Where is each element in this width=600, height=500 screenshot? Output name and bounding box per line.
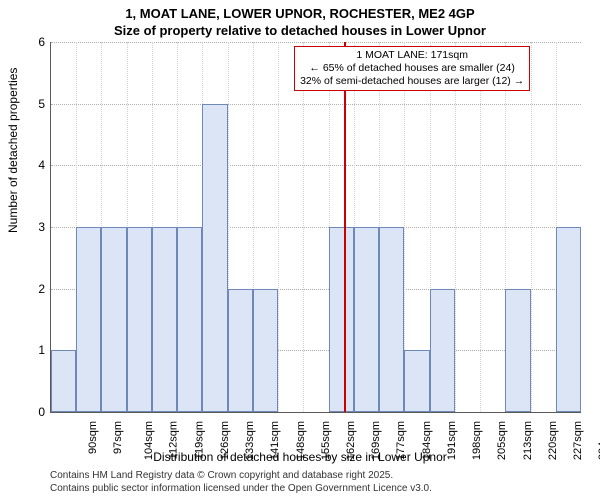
annotation-line: 1 MOAT LANE: 171sqm <box>300 49 524 62</box>
gridline-v <box>455 42 456 412</box>
histogram-bar <box>127 227 152 412</box>
attribution-text: Contains HM Land Registry data © Crown c… <box>50 470 432 495</box>
histogram-bar <box>379 227 404 412</box>
gridline-h <box>51 42 581 43</box>
histogram-bar <box>51 350 76 412</box>
y-tick-label: 5 <box>5 97 45 111</box>
histogram-bar <box>354 227 379 412</box>
histogram-bar <box>329 227 354 412</box>
chart-title-line2: Size of property relative to detached ho… <box>0 23 600 38</box>
histogram-bar <box>202 104 227 412</box>
chart-title-line1: 1, MOAT LANE, LOWER UPNOR, ROCHESTER, ME… <box>0 6 600 21</box>
histogram-bar <box>228 289 253 412</box>
attribution-line2: Contains public sector information licen… <box>50 483 432 496</box>
chart-container: 1, MOAT LANE, LOWER UPNOR, ROCHESTER, ME… <box>0 0 600 500</box>
histogram-bar <box>556 227 581 412</box>
marker-line <box>344 42 346 412</box>
x-axis-label: Distribution of detached houses by size … <box>0 450 600 464</box>
y-axis-label: Number of detached properties <box>6 68 20 233</box>
gridline-v <box>480 42 481 412</box>
histogram-bar <box>177 227 202 412</box>
y-tick-label: 6 <box>5 35 45 49</box>
annotation-line: 32% of semi-detached houses are larger (… <box>300 75 524 88</box>
histogram-bar <box>76 227 101 412</box>
gridline-v <box>278 42 279 412</box>
gridline-v <box>531 42 532 412</box>
histogram-bar <box>101 227 126 412</box>
gridline-v <box>303 42 304 412</box>
gridline-h <box>51 104 581 105</box>
annotation-box: 1 MOAT LANE: 171sqm← 65% of detached hou… <box>294 46 530 91</box>
attribution-line1: Contains HM Land Registry data © Crown c… <box>50 470 432 483</box>
histogram-bar <box>404 350 429 412</box>
y-tick-label: 4 <box>5 158 45 172</box>
histogram-bar <box>253 289 278 412</box>
y-tick-label: 2 <box>5 282 45 296</box>
y-tick-label: 0 <box>5 405 45 419</box>
histogram-bar <box>152 227 177 412</box>
histogram-bar <box>430 289 455 412</box>
histogram-bar <box>505 289 530 412</box>
y-tick-label: 3 <box>5 220 45 234</box>
y-tick-label: 1 <box>5 343 45 357</box>
plot-area: 1 MOAT LANE: 171sqm← 65% of detached hou… <box>50 42 581 413</box>
gridline-h <box>51 165 581 166</box>
annotation-line: ← 65% of detached houses are smaller (24… <box>300 62 524 75</box>
